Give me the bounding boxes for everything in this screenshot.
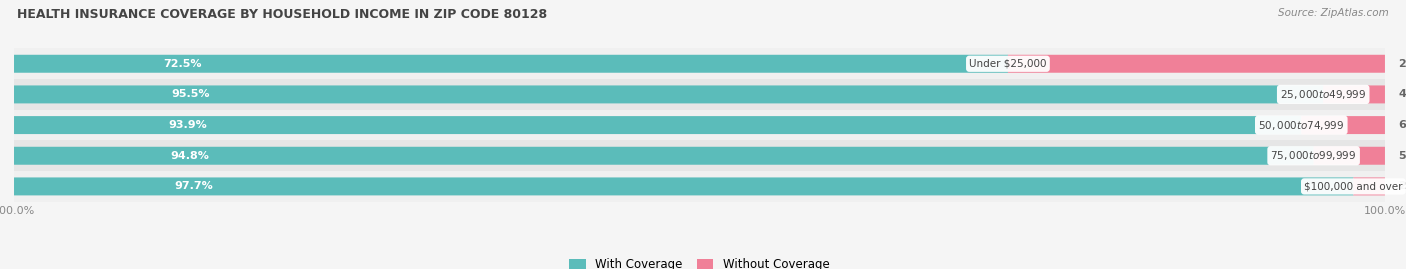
Text: Source: ZipAtlas.com: Source: ZipAtlas.com <box>1278 8 1389 18</box>
FancyBboxPatch shape <box>1313 147 1385 165</box>
Text: $50,000 to $74,999: $50,000 to $74,999 <box>1258 119 1344 132</box>
Text: $25,000 to $49,999: $25,000 to $49,999 <box>1279 88 1367 101</box>
Text: 72.5%: 72.5% <box>163 59 201 69</box>
FancyBboxPatch shape <box>14 147 1313 165</box>
Legend: With Coverage, Without Coverage: With Coverage, Without Coverage <box>565 253 834 269</box>
FancyBboxPatch shape <box>14 55 1008 73</box>
Text: 4.5%: 4.5% <box>1399 89 1406 100</box>
Text: HEALTH INSURANCE COVERAGE BY HOUSEHOLD INCOME IN ZIP CODE 80128: HEALTH INSURANCE COVERAGE BY HOUSEHOLD I… <box>17 8 547 21</box>
Bar <box>14 79 1385 110</box>
Bar <box>14 171 1385 202</box>
Text: $100,000 and over: $100,000 and over <box>1305 181 1403 192</box>
Bar <box>14 48 1385 79</box>
FancyBboxPatch shape <box>1323 86 1385 103</box>
Bar <box>14 140 1385 171</box>
Text: 27.5%: 27.5% <box>1399 59 1406 69</box>
FancyBboxPatch shape <box>1008 55 1385 73</box>
Text: 94.8%: 94.8% <box>170 151 209 161</box>
Text: 5.2%: 5.2% <box>1399 151 1406 161</box>
Text: 6.1%: 6.1% <box>1399 120 1406 130</box>
Text: $75,000 to $99,999: $75,000 to $99,999 <box>1271 149 1357 162</box>
Text: Under $25,000: Under $25,000 <box>969 59 1046 69</box>
FancyBboxPatch shape <box>1354 178 1385 195</box>
FancyBboxPatch shape <box>14 116 1302 134</box>
Text: 93.9%: 93.9% <box>169 120 207 130</box>
Text: 97.7%: 97.7% <box>174 181 214 192</box>
FancyBboxPatch shape <box>14 178 1354 195</box>
Text: 95.5%: 95.5% <box>172 89 209 100</box>
Text: 2.3%: 2.3% <box>1399 181 1406 192</box>
FancyBboxPatch shape <box>1301 116 1385 134</box>
FancyBboxPatch shape <box>14 86 1323 103</box>
Bar <box>14 110 1385 140</box>
